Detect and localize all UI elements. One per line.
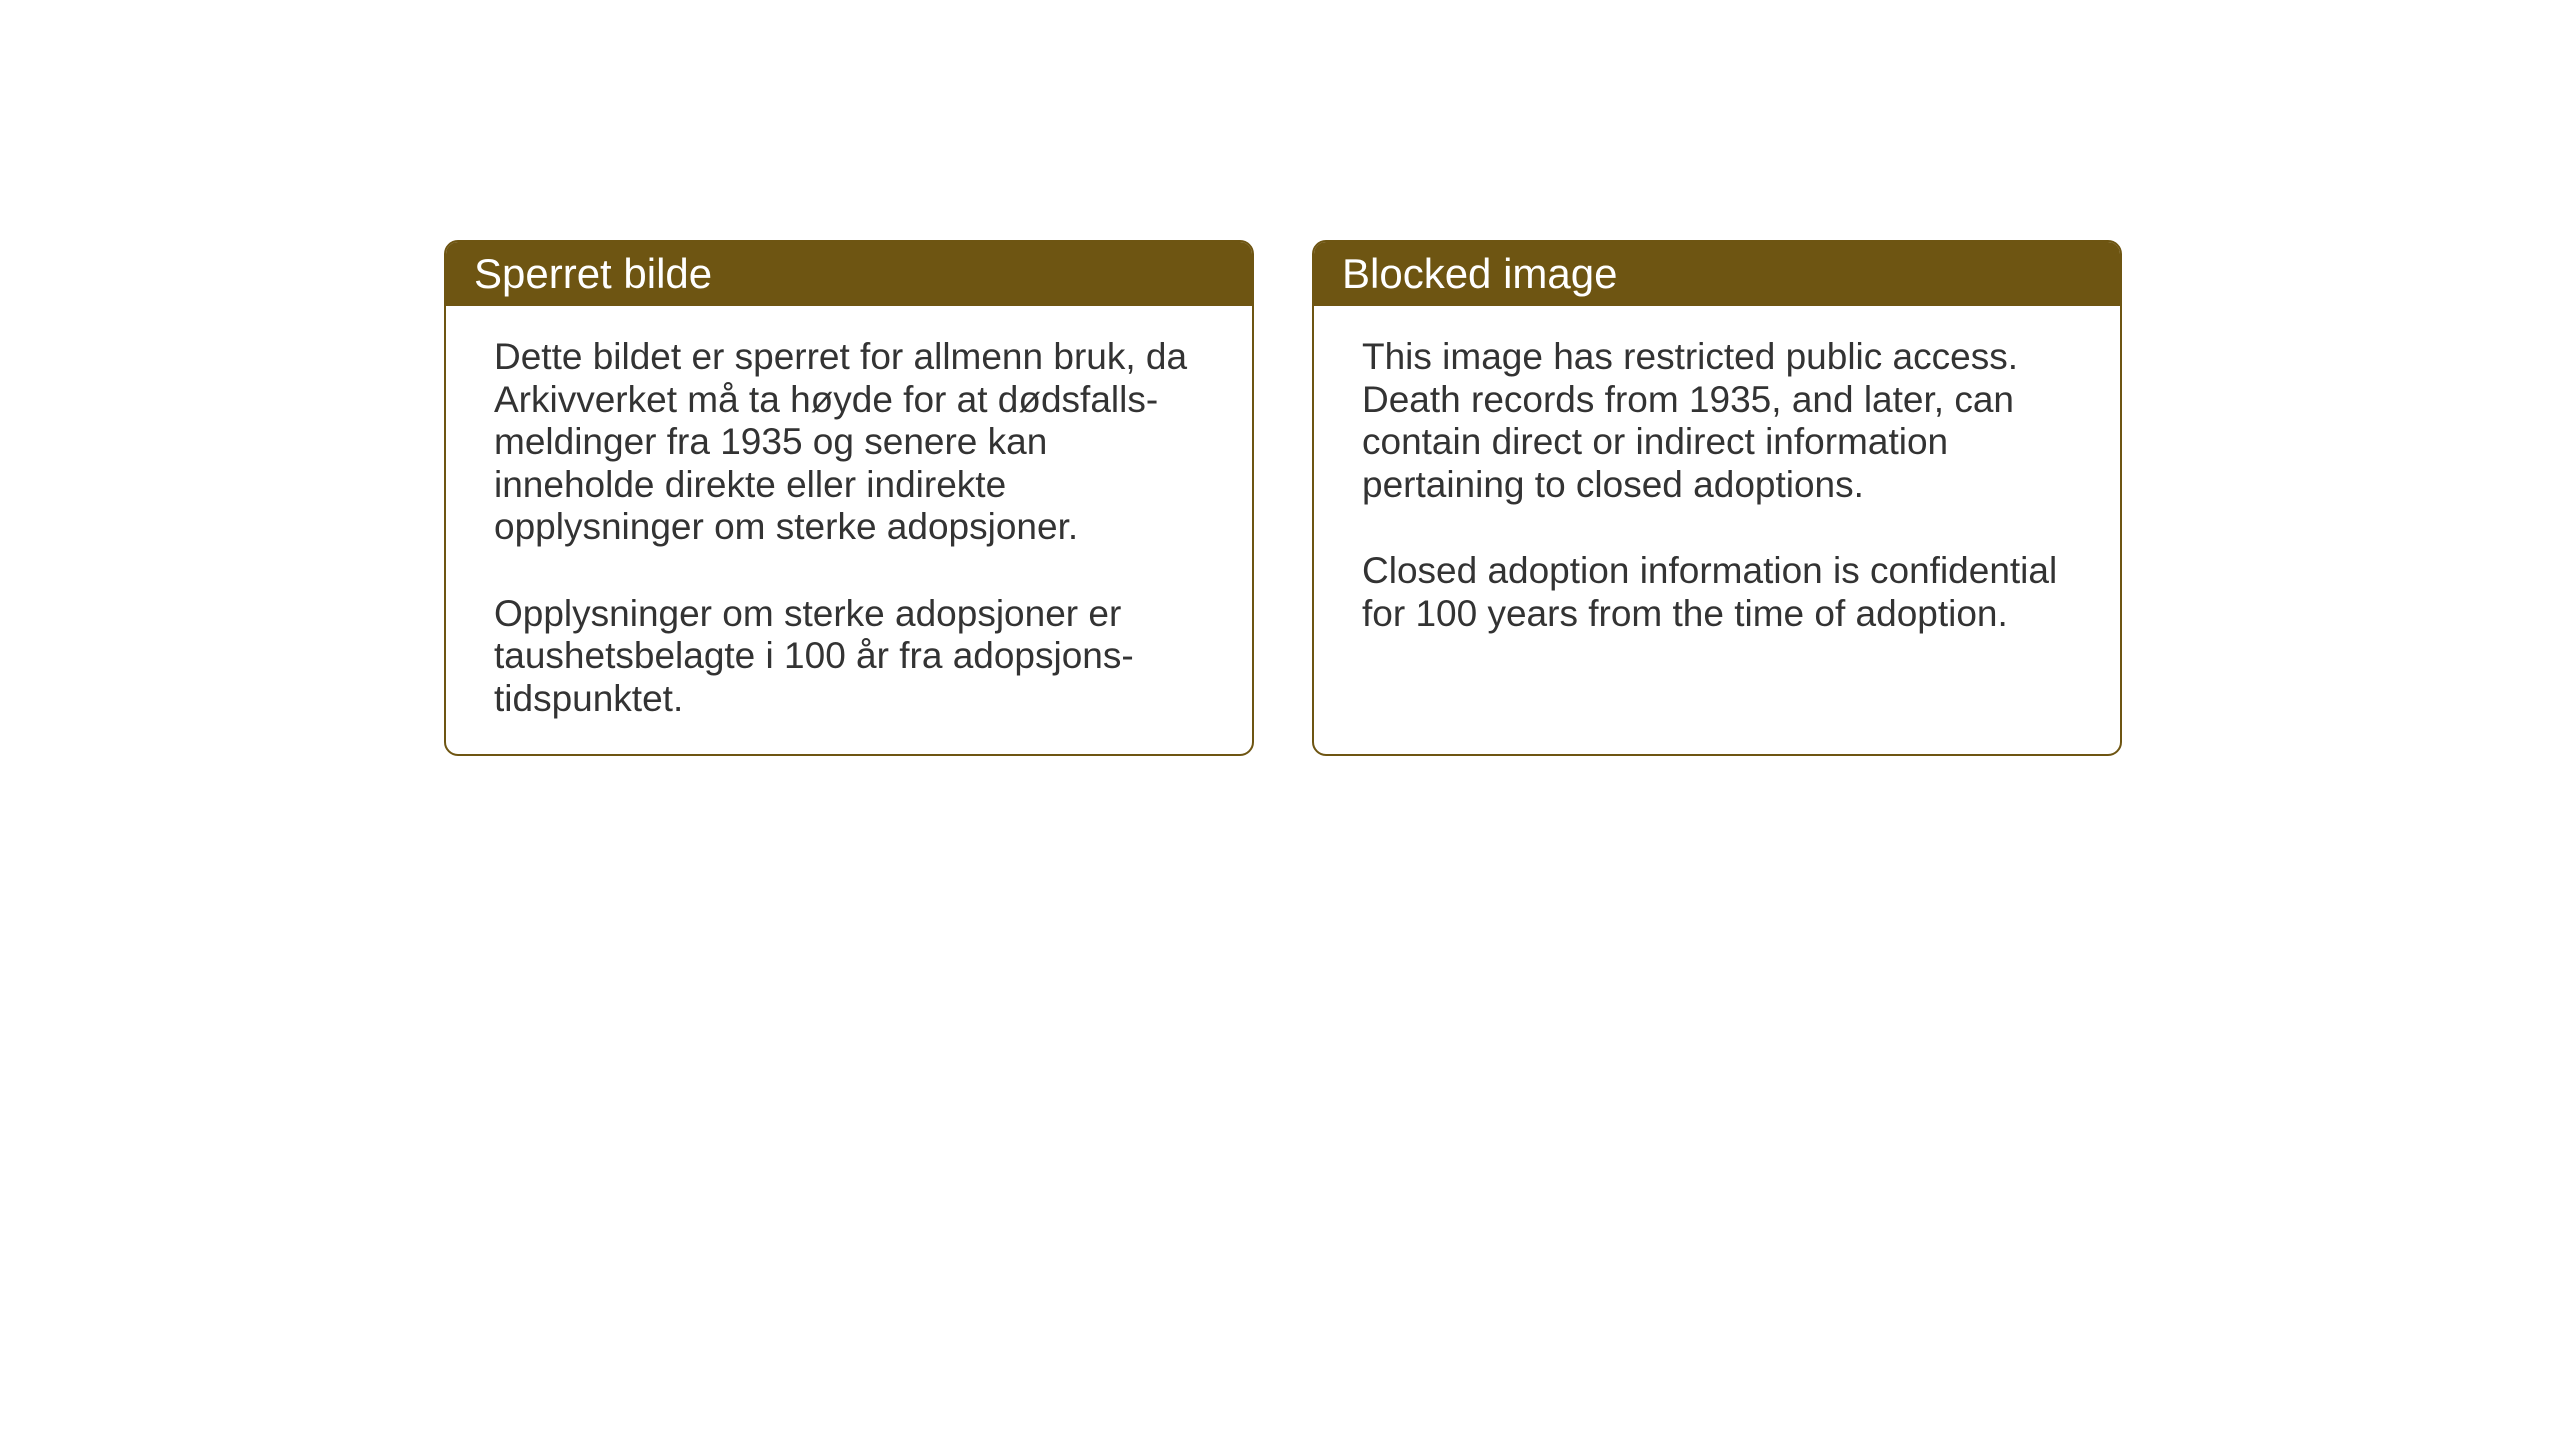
notice-card-english: Blocked image This image has restricted … <box>1312 240 2122 756</box>
card-paragraph-1-english: This image has restricted public access.… <box>1362 336 2072 506</box>
card-paragraph-2-english: Closed adoption information is confident… <box>1362 550 2072 635</box>
card-header-norwegian: Sperret bilde <box>446 242 1252 306</box>
card-body-english: This image has restricted public access.… <box>1314 306 2120 677</box>
card-title-english: Blocked image <box>1342 250 1617 297</box>
card-header-english: Blocked image <box>1314 242 2120 306</box>
card-paragraph-2-norwegian: Opplysninger om sterke adopsjoner er tau… <box>494 593 1204 721</box>
card-body-norwegian: Dette bildet er sperret for allmenn bruk… <box>446 306 1252 756</box>
card-paragraph-1-norwegian: Dette bildet er sperret for allmenn bruk… <box>494 336 1204 549</box>
card-title-norwegian: Sperret bilde <box>474 250 712 297</box>
notice-cards-container: Sperret bilde Dette bildet er sperret fo… <box>444 240 2122 756</box>
notice-card-norwegian: Sperret bilde Dette bildet er sperret fo… <box>444 240 1254 756</box>
